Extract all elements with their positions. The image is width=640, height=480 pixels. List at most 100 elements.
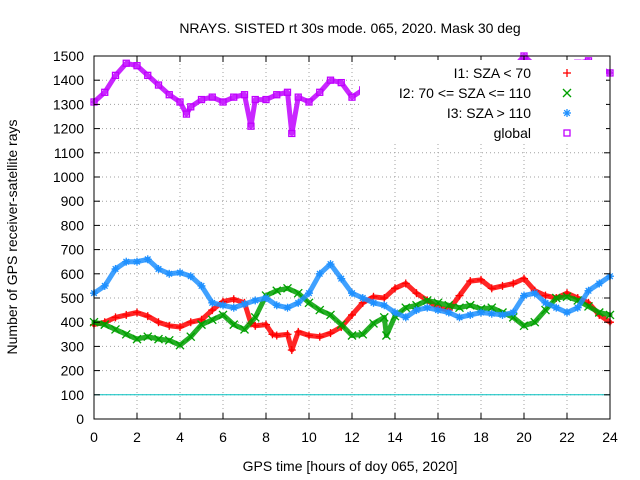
series-i3-sza-110-point (186, 272, 195, 281)
x-tick-label: 24 (602, 429, 618, 445)
series-i3-sza-110-point (530, 289, 539, 298)
series-i3-sza-110-point (122, 257, 131, 266)
series-i2-70-sza-110-point (229, 320, 239, 330)
series-global-point (294, 93, 302, 101)
y-tick-label: 1100 (54, 145, 84, 161)
x-tick-label: 4 (176, 429, 184, 445)
series-i2-70-sza-110-point (326, 310, 335, 320)
series-i3-sza-110-point (584, 286, 593, 295)
series-i2-70-sza-110-point (283, 283, 292, 293)
legend-label: global (494, 125, 531, 141)
series-i2-70-sza-110-point (379, 312, 389, 322)
y-tick-label: 300 (61, 338, 85, 354)
series-global-point (247, 122, 255, 130)
x-axis-ticks: 0 2 4 6 8 10 12 14 16 18 20 22 24 (90, 56, 618, 445)
x-tick-label: 22 (559, 429, 575, 445)
series-global-point (187, 103, 195, 111)
series-global-point (197, 95, 206, 104)
series-i1-sza-70-point (487, 284, 496, 293)
series-global-point (273, 91, 281, 99)
series-i2-70-sza-110-point (465, 300, 475, 310)
y-tick-label: 800 (61, 217, 85, 233)
series-i1-sza-70-point (176, 323, 184, 332)
series-i3-sza-110-point (552, 303, 561, 312)
series-i1-sza-70-point (509, 279, 518, 288)
series-i1-sza-70-point (208, 306, 217, 315)
series-global-point (133, 62, 141, 70)
series-i2-70-sza-110-point (487, 303, 497, 313)
series-i1-sza-70-point (229, 295, 238, 304)
series-i3-sza-110-point (240, 300, 249, 309)
y-tick-label: 400 (61, 314, 85, 330)
series-i3-sza-110-point (520, 291, 528, 300)
series-i1-sza-70-point (380, 294, 389, 302)
series-i2-70-sza-110 (89, 283, 615, 350)
series-i3-sza-110-point (337, 274, 346, 283)
series-i3-sza-110-point (219, 301, 227, 310)
series-i3-sza-110-point (498, 310, 507, 319)
y-tick-label: 1000 (53, 169, 84, 185)
series-i1-sza-70-point (477, 275, 485, 284)
legend-label: I3: SZA > 110 (447, 105, 531, 121)
x-tick-label: 14 (387, 429, 403, 445)
series-global-point (101, 88, 109, 96)
series-i3-sza-110-point (197, 281, 206, 290)
series-i2-70-sza-110-point (530, 317, 540, 327)
series-i2-70-sza-110-point (519, 321, 529, 331)
series-i2-70-sza-110-point (197, 320, 206, 330)
x-tick-label: 16 (430, 429, 446, 445)
series-i2-70-sza-110-point (175, 340, 185, 350)
y-tick-label: 0 (76, 411, 84, 427)
series-i1-sza-70-point (305, 331, 313, 340)
y-tick-label: 600 (61, 266, 85, 282)
series-i2-70-sza-110-point (551, 293, 561, 303)
series-i3-sza-110-point (477, 308, 485, 317)
y-axis-label: Number of GPS receiver-satellite rays (4, 120, 20, 355)
series-i3-sza-110-point (315, 269, 324, 278)
series-i3-sza-110-point (369, 298, 378, 307)
series-i3-sza-110-point (294, 298, 303, 307)
series-i3-sza-110 (90, 255, 614, 322)
y-tick-label: 500 (61, 290, 85, 306)
x-tick-label: 12 (344, 429, 360, 445)
series-global-point (230, 93, 238, 101)
series-i3-sza-110-point (154, 264, 163, 273)
series-global-point (337, 78, 345, 87)
series-i3-sza-110-point (391, 308, 399, 317)
series-i1-sza-70-point (348, 310, 356, 319)
series-i2-70-sza-110-point (369, 318, 378, 328)
series-global-point (176, 98, 184, 106)
series-i3-sza-110-point (262, 294, 270, 302)
series-i3-sza-110-point (143, 255, 152, 264)
series-i2-70-sza-110-point (315, 305, 325, 315)
y-tick-label: 700 (61, 242, 85, 258)
series-global-point (251, 95, 259, 104)
series-global-point (208, 93, 216, 101)
series-global-point (288, 129, 296, 138)
series-i2-70-sza-110-point (381, 331, 391, 340)
y-tick-label: 1500 (53, 48, 84, 64)
y-tick-label: 100 (61, 387, 85, 403)
series-i1-sza-70-point (466, 277, 475, 286)
series-i1-sza-70-point (294, 327, 303, 336)
series-i3-sza-110-point (487, 309, 496, 318)
series-global-point (144, 71, 152, 80)
series-i3-sza-110-point (111, 264, 120, 273)
y-tick-label: 900 (61, 193, 85, 209)
legend-marker (563, 69, 571, 77)
series-i3-sza-110-point (272, 301, 281, 310)
x-tick-label: 8 (262, 429, 270, 445)
y-tick-label: 1300 (53, 96, 84, 112)
series-i3-sza-110-point (251, 296, 260, 305)
series-i2-70-sza-110-point (401, 303, 411, 313)
series-i3-sza-110-point (573, 303, 582, 312)
x-tick-label: 2 (133, 429, 141, 445)
x-tick-label: 18 (473, 429, 489, 445)
series-global-point (165, 91, 173, 99)
y-axis-ticks: 0 100 200 300 400 500 600 700 800 900 1000 1100 1200… (53, 48, 610, 427)
series-i1-sza-70-point (520, 274, 528, 283)
series-i2-70-sza-110-point (422, 295, 432, 305)
series-i2-70-sza-110-point (358, 329, 368, 339)
series-i3-sza-110-point (541, 298, 550, 307)
series-i2-70-sza-110-point (562, 292, 572, 302)
